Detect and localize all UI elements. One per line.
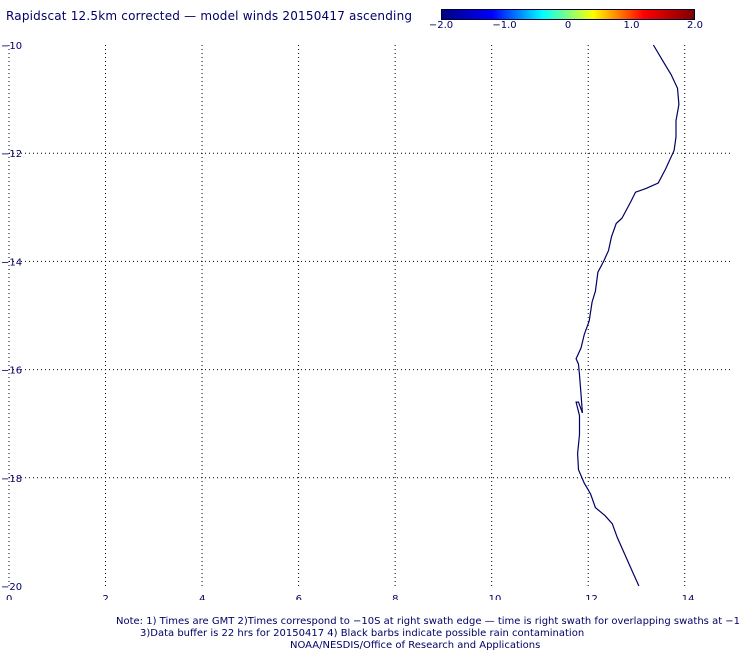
longitude-tick-label: 14 [682,594,695,600]
latitude-tick-label: −20 [1,582,22,593]
longitude-tick-label: 8 [392,594,398,600]
longitude-tick-label: 2 [103,594,109,600]
latitude-tick-label: −18 [1,474,22,485]
note-line-1: Note: 1) Times are GMT 2)Times correspon… [116,616,740,627]
longitude-tick-label: 6 [296,594,302,600]
note-line-2: 3)Data buffer is 22 hrs for 20150417 4) … [140,628,585,639]
longitude-tick-label: 4 [199,594,205,600]
coastline [575,44,680,587]
longitude-tick-label: 10 [489,594,502,600]
latitude-tick-label: −12 [1,149,22,160]
longitude-tick-label: 12 [585,594,598,600]
color-scale-tick: 2.0 [687,20,703,31]
color-scale-tick: 1.0 [623,20,640,31]
latitude-tick-label: −16 [1,366,22,377]
map-grid [8,45,733,586]
color-scale-tick: 0 [564,20,572,31]
color-scale-tick: −1.0 [492,20,517,31]
latitude-tick-label: −14 [1,257,22,268]
latitude-labels: −10 −12 −14 −16 −18 −20 [1,41,22,593]
wind-map: 0 2 4 6 8 10 12 14 −10 −12 −14 −16 −18 −20 [1,41,733,600]
map-title: Rapidscat 12.5km corrected — model winds… [6,9,413,23]
longitude-tick-label: 0 [6,594,12,600]
color-scale-tick: −2.0 [428,20,454,31]
longitude-labels: 0 2 4 6 8 10 12 14 [6,594,694,600]
color-scale-bar [441,9,695,20]
note-line-3: NOAA/NESDIS/Office of Research and Appli… [290,640,541,651]
latitude-tick-label: −10 [1,41,22,52]
